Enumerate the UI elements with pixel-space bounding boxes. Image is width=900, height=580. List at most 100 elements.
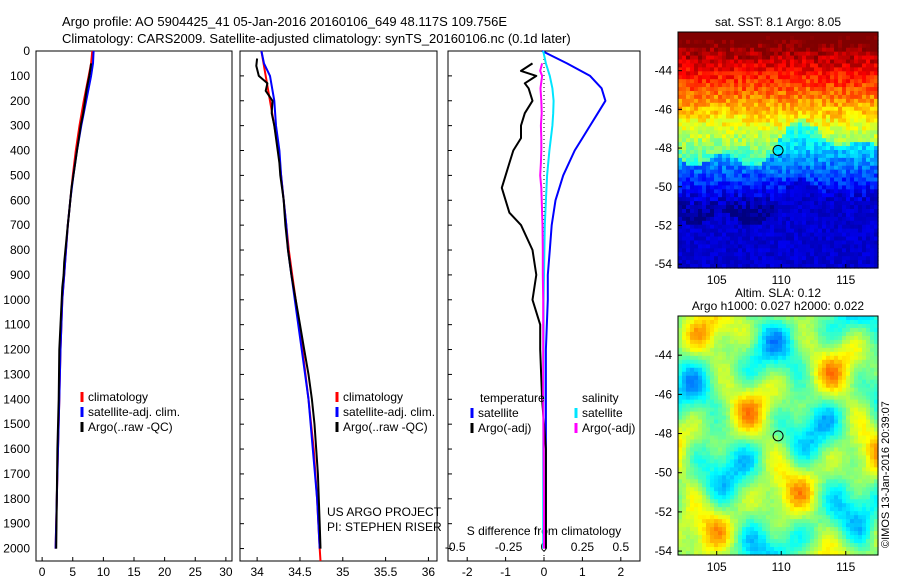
map-cell bbox=[838, 224, 843, 230]
map-cell bbox=[678, 260, 683, 265]
map-cell bbox=[802, 383, 807, 389]
map-cell bbox=[730, 161, 735, 167]
map-cell bbox=[762, 411, 767, 417]
map-cell bbox=[722, 399, 727, 405]
map-cell bbox=[794, 209, 799, 214]
map-cell bbox=[806, 122, 811, 127]
map-cell bbox=[770, 447, 775, 453]
map-cell bbox=[814, 153, 819, 159]
map-cell bbox=[814, 244, 819, 249]
map-cell bbox=[778, 185, 783, 190]
map-cell bbox=[766, 431, 771, 437]
map-cell bbox=[818, 193, 823, 198]
map-cell bbox=[854, 138, 859, 143]
map-cell bbox=[826, 447, 831, 453]
map-cell bbox=[714, 435, 719, 441]
map-cell bbox=[874, 399, 879, 405]
map-cell bbox=[810, 150, 815, 155]
map-cell bbox=[734, 260, 739, 265]
map-cell bbox=[770, 371, 775, 377]
map-cell bbox=[766, 212, 771, 218]
map-cell bbox=[846, 35, 851, 41]
map-cell bbox=[810, 335, 815, 341]
map-cell bbox=[710, 379, 715, 385]
map-cell bbox=[798, 339, 803, 345]
map-cell bbox=[806, 323, 811, 329]
map-cell bbox=[702, 153, 707, 159]
map-cell bbox=[798, 439, 803, 445]
map-cell bbox=[726, 323, 731, 329]
map-cell bbox=[758, 216, 763, 222]
map-cell bbox=[730, 63, 735, 68]
map-cell bbox=[786, 138, 791, 143]
map-cell bbox=[810, 35, 815, 41]
map-cell bbox=[766, 260, 771, 265]
map-cell bbox=[794, 343, 799, 349]
map-cell bbox=[822, 94, 827, 100]
map-cell bbox=[722, 55, 727, 61]
map-cell bbox=[778, 165, 783, 171]
map-cell bbox=[766, 169, 771, 175]
map-cell bbox=[774, 415, 779, 421]
map-cell bbox=[862, 106, 867, 112]
map-cell bbox=[694, 439, 699, 445]
map-cell bbox=[846, 79, 851, 84]
map-cell bbox=[858, 427, 863, 433]
map-cell bbox=[730, 193, 735, 198]
map-cell bbox=[770, 395, 775, 401]
map-cell bbox=[786, 395, 791, 401]
map-cell bbox=[774, 75, 779, 80]
map-cell bbox=[682, 83, 687, 88]
map-cell bbox=[678, 87, 683, 92]
map-cell bbox=[854, 443, 859, 449]
map-cell bbox=[802, 110, 807, 116]
map-cell bbox=[818, 431, 823, 437]
map-cell bbox=[750, 71, 755, 76]
map-cell bbox=[838, 87, 843, 92]
map-cell bbox=[718, 228, 723, 234]
map-cell bbox=[682, 439, 687, 445]
map-cell bbox=[830, 335, 835, 341]
map-cell bbox=[834, 212, 839, 218]
salinity-x-tick-label: 36 bbox=[422, 565, 436, 579]
map-cell bbox=[778, 91, 783, 96]
map-cell bbox=[814, 106, 819, 112]
map-cell bbox=[726, 142, 731, 147]
map-cell bbox=[730, 102, 735, 108]
map-cell bbox=[874, 75, 879, 80]
map-cell bbox=[702, 216, 707, 222]
map-cell bbox=[870, 189, 875, 194]
map-cell bbox=[714, 455, 719, 460]
map-cell bbox=[718, 114, 723, 120]
map-cell bbox=[686, 153, 691, 159]
map-cell bbox=[758, 43, 763, 49]
map-cell bbox=[850, 114, 855, 120]
map-cell bbox=[842, 87, 847, 92]
map-cell bbox=[858, 363, 863, 369]
map-cell bbox=[814, 55, 819, 61]
map-cell bbox=[846, 126, 851, 131]
map-cell bbox=[686, 142, 691, 147]
map-cell bbox=[794, 216, 799, 222]
map-cell bbox=[814, 181, 819, 186]
map-cell bbox=[770, 114, 775, 120]
map-cell bbox=[742, 367, 747, 373]
map-cell bbox=[762, 439, 767, 445]
map-cell bbox=[750, 165, 755, 171]
map-cell bbox=[710, 35, 715, 41]
map-cell bbox=[698, 173, 703, 179]
map-cell bbox=[766, 224, 771, 230]
map-cell bbox=[778, 71, 783, 76]
map-cell bbox=[774, 439, 779, 445]
map-cell bbox=[726, 427, 731, 433]
map-cell bbox=[838, 193, 843, 198]
map-cell bbox=[726, 363, 731, 369]
map-cell bbox=[850, 205, 855, 210]
map-cell bbox=[758, 114, 763, 120]
map-cell bbox=[874, 335, 879, 341]
map-cell bbox=[722, 87, 727, 92]
map-cell bbox=[818, 142, 823, 147]
map-cell bbox=[698, 157, 703, 163]
map-cell bbox=[714, 252, 719, 257]
map-cell bbox=[706, 359, 711, 365]
